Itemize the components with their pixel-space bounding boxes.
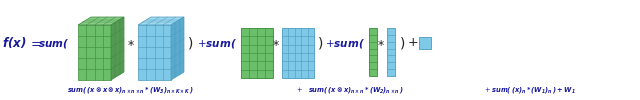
Bar: [369, 28, 377, 76]
Polygon shape: [138, 17, 184, 25]
Text: $=$: $=$: [28, 36, 42, 50]
Text: $)$: $)$: [317, 35, 323, 51]
Text: $*$: $*$: [127, 36, 135, 50]
Bar: [387, 28, 395, 76]
Bar: [282, 28, 314, 78]
Text: $)$: $)$: [399, 35, 405, 51]
Polygon shape: [78, 25, 111, 80]
Text: $*$: $*$: [272, 36, 280, 50]
Polygon shape: [78, 17, 124, 25]
Bar: [241, 28, 273, 78]
Polygon shape: [138, 25, 171, 80]
Text: $\bfit{sum(}$: $\bfit{sum(}$: [38, 36, 69, 50]
Polygon shape: [171, 17, 184, 80]
Text: $*$: $*$: [377, 36, 385, 50]
Text: $\bfit{sum(\,(x \otimes x \otimes x)_{n \times n \times n} * (W_3)_{n \times K \: $\bfit{sum(\,(x \otimes x \otimes x)_{n …: [67, 85, 193, 95]
Polygon shape: [111, 17, 124, 80]
Text: $+$: $+$: [407, 36, 419, 50]
Text: $)$: $)$: [187, 35, 193, 51]
Text: $\bfit{f(x)}$: $\bfit{f(x)}$: [2, 36, 26, 50]
Text: $+\; \bfit{sum(\,(x)_n * (W_1)_n\,) + W_1}$: $+\; \bfit{sum(\,(x)_n * (W_1)_n\,) + W_…: [484, 85, 576, 95]
Text: $+ \bfit{sum(}$: $+ \bfit{sum(}$: [197, 36, 237, 50]
Text: $+ \bfit{sum(}$: $+ \bfit{sum(}$: [325, 36, 365, 50]
Bar: [419, 37, 431, 49]
Text: $+\quad \bfit{sum(\,(x \otimes x)_{n \times n} * (W_2)_{n \times n}\,)}$: $+\quad \bfit{sum(\,(x \otimes x)_{n \ti…: [296, 85, 404, 95]
